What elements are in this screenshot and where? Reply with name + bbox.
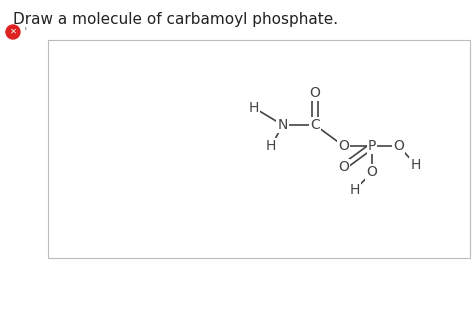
Circle shape: [6, 25, 20, 39]
Text: O: O: [310, 86, 320, 100]
Text: O: O: [393, 139, 404, 153]
FancyBboxPatch shape: [48, 40, 470, 258]
Text: ': ': [24, 26, 27, 38]
Text: H: H: [266, 139, 276, 153]
Text: O: O: [338, 139, 349, 153]
Text: Draw a molecule of carbamoyl phosphate.: Draw a molecule of carbamoyl phosphate.: [13, 12, 338, 27]
Text: H: H: [350, 183, 360, 196]
Text: H: H: [249, 101, 259, 115]
Text: P: P: [368, 139, 376, 153]
Text: C: C: [310, 118, 320, 132]
Text: O: O: [366, 165, 377, 180]
Text: ✕: ✕: [9, 27, 17, 36]
Text: H: H: [410, 158, 421, 172]
Text: O: O: [338, 160, 349, 174]
Text: N: N: [277, 118, 288, 132]
